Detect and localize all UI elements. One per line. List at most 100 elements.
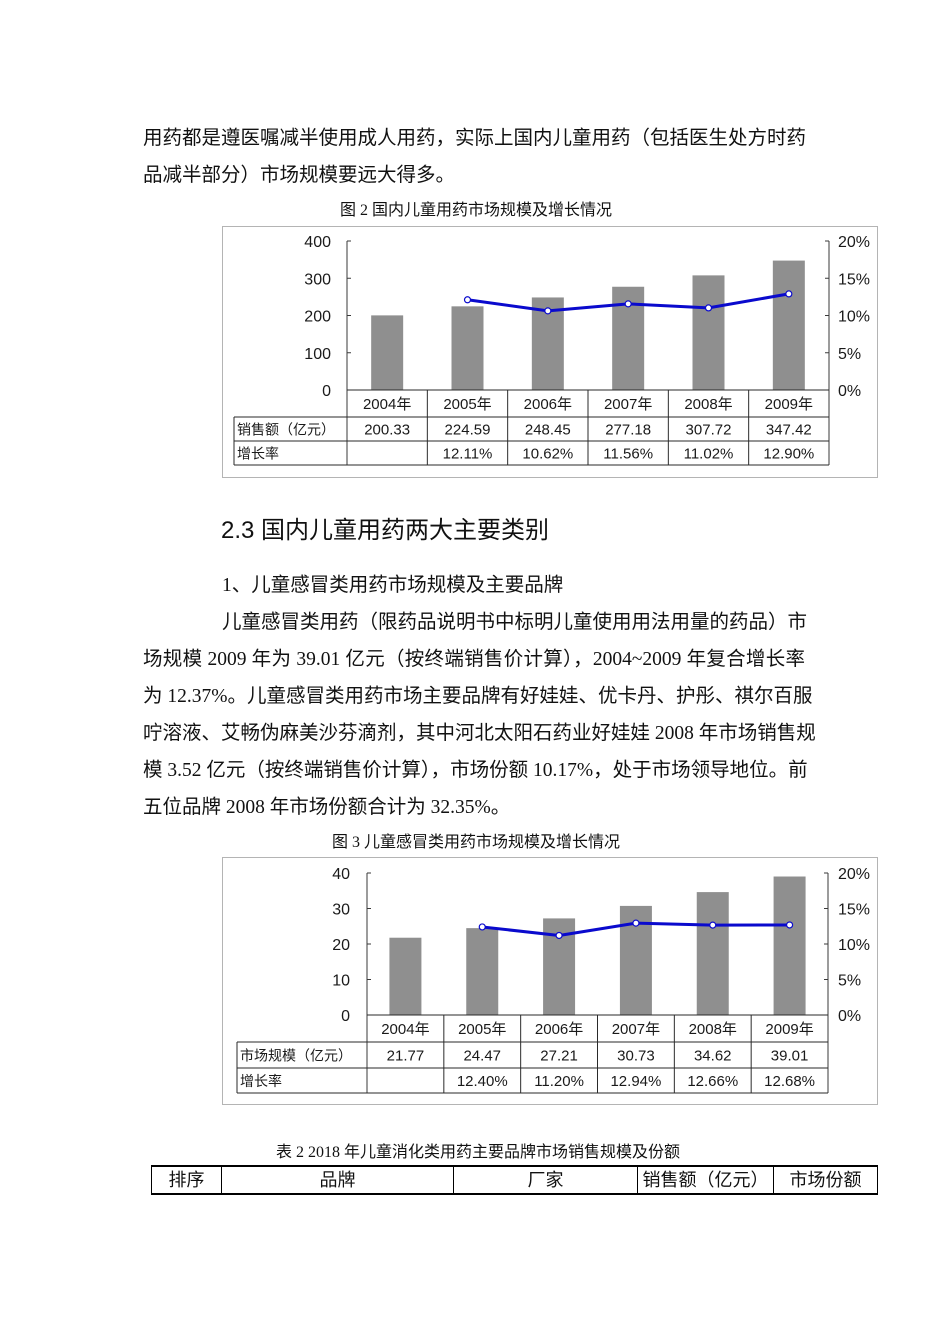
data-point-marker	[785, 921, 794, 929]
growth-rate-cell: 12.66%	[687, 1073, 738, 1090]
growth-rate-cell: 12.11%	[443, 446, 493, 463]
series-label-bar: 市场规模（亿元）	[240, 1048, 352, 1064]
figure-3-caption: 图 3 儿童感冒类用药市场规模及增长情况	[331, 834, 620, 851]
right-tick-label: 20%	[838, 234, 870, 251]
chart-plot-group: 400 20% 300 15% 200 10% 100 5% 0 0% 2004年 200.33 200…	[233, 234, 870, 466]
chart-canvas: 40 20% 30 15% 20 10% 10 5% 0 0% 2004年 21.77 2005年 24.…	[236, 866, 870, 1094]
left-tick-label: 20	[332, 937, 350, 954]
bar-value-cell: 21.77	[387, 1048, 425, 1065]
right-tick-label: 15%	[838, 271, 870, 288]
cold-medicine-chart: 40 20% 30 15% 20 10% 10 5% 0 0% 2004年 21.77 2005年 24.…	[222, 857, 878, 1105]
chart-plot-group: 40 20% 30 15% 20 10% 10 5% 0 0% 2004年 21.77 2005年 24.…	[236, 866, 870, 1094]
right-tick-label: 10%	[838, 937, 870, 954]
left-tick-label: 40	[332, 866, 350, 883]
left-tick-label: 300	[304, 271, 331, 288]
bar-value-cell: 24.47	[463, 1048, 501, 1065]
growth-rate-cell: 11.20%	[534, 1073, 584, 1090]
right-tick-label: 10%	[838, 309, 870, 326]
growth-rate-cell: 11.02%	[684, 446, 734, 463]
data-point-marker	[463, 296, 472, 304]
figure-2-caption: 图 2 国内儿童用药市场规模及增长情况	[339, 202, 612, 219]
growth-rate-cell: 12.68%	[764, 1073, 815, 1090]
market-size-chart: 400 20% 300 15% 200 10% 100 5% 0 0% 2004年 200.33 200…	[222, 226, 878, 478]
paragraph-line: 儿童感冒类用药（限药品说明书中标明儿童使用用法用量的药品）市	[222, 611, 808, 633]
right-tick-label: 15%	[838, 902, 870, 919]
paragraph-line: 为 12.37%。儿童感冒类用药市场主要品牌有好娃娃、优卡丹、护彤、祺尔百服	[143, 685, 813, 707]
bar-value-cell: 248.45	[525, 422, 571, 439]
series-label-line: 增长率	[237, 446, 279, 462]
bar	[696, 892, 729, 1015]
paragraph-line: 场规模 2009 年为 39.01 亿元（按终端销售价计算），2004~2009…	[143, 648, 805, 670]
right-tick-label: 20%	[838, 866, 870, 883]
growth-rate-cell: 12.90%	[763, 446, 814, 463]
growth-rate-cell: 12.94%	[610, 1073, 661, 1090]
category-label: 2009年	[765, 396, 813, 413]
series-label-bar: 销售额（亿元）	[237, 422, 335, 438]
bar-value-cell: 277.18	[605, 422, 651, 439]
paragraph-line: 用药都是遵医嘱减半使用成人用药，实际上国内儿童用药（包括医生处方时药	[143, 128, 807, 149]
bar-value-cell: 27.21	[540, 1048, 578, 1065]
right-tick-label: 0%	[838, 383, 861, 400]
category-label: 2007年	[604, 396, 652, 413]
growth-rate-cell: 10.62%	[522, 446, 573, 463]
category-label: 2004年	[363, 396, 411, 413]
paragraph-line: 模 3.52 亿元（按终端销售价计算），市场份额 10.17%，处于市场领导地位…	[143, 759, 808, 781]
data-point-marker	[632, 919, 640, 927]
series-label-line: 增长率	[240, 1073, 282, 1089]
bar-value-cell: 307.72	[686, 422, 732, 439]
bar	[773, 876, 806, 1015]
header-rank: 排序	[151, 1165, 222, 1195]
category-label: 2005年	[458, 1021, 506, 1038]
bar-value-cell: 39.01	[771, 1048, 809, 1065]
data-point-marker	[544, 307, 552, 315]
bar	[772, 260, 805, 390]
bar	[389, 937, 422, 1015]
bar	[371, 315, 404, 390]
left-tick-label: 400	[304, 234, 331, 251]
left-tick-label: 0	[322, 383, 331, 400]
bar	[692, 275, 725, 390]
left-tick-label: 30	[332, 902, 350, 919]
bar-value-cell: 224.59	[445, 422, 491, 439]
data-point-marker	[704, 304, 713, 312]
paragraph-line: 咛溶液、艾畅伪麻美沙芬滴剂，其中河北太阳石药业好娃娃 2008 年市场销售规	[143, 722, 816, 744]
right-tick-label: 5%	[838, 346, 861, 363]
brand-sales-table: 排序 品牌 厂家 销售额（亿元） 市场份额	[151, 1165, 878, 1195]
data-point-marker	[785, 290, 793, 298]
header-manufacturer: 厂家	[453, 1165, 638, 1195]
right-tick-label: 5%	[838, 973, 861, 990]
category-label: 2006年	[524, 396, 572, 413]
bar	[451, 306, 484, 390]
category-label: 2009年	[765, 1021, 813, 1038]
category-label: 2008年	[689, 1021, 737, 1038]
subheading: 1、儿童感冒类用药市场规模及主要品牌	[222, 574, 564, 596]
bar-value-cell: 30.73	[617, 1048, 655, 1065]
paragraph-line: 五位品牌 2008 年市场份额合计为 32.35%。	[143, 796, 511, 818]
header-market-share: 市场份额	[773, 1165, 878, 1195]
left-tick-label: 10	[332, 973, 350, 990]
right-tick-label: 0%	[838, 1008, 861, 1025]
growth-rate-cell: 11.56%	[603, 446, 653, 463]
bar-value-cell: 200.33	[364, 422, 410, 439]
header-sales: 销售额（亿元）	[637, 1165, 774, 1195]
bar-value-cell: 34.62	[694, 1048, 732, 1065]
left-tick-label: 0	[341, 1008, 350, 1025]
category-label: 2008年	[684, 396, 732, 413]
left-tick-label: 100	[304, 346, 331, 363]
data-point-marker	[555, 931, 563, 940]
table-2-caption: 表 2 2018 年儿童消化类用药主要品牌市场销售规模及份额	[276, 1144, 681, 1161]
table-header-row: 排序 品牌 厂家 销售额（亿元） 市场份额	[151, 1165, 878, 1195]
growth-rate-cell: 12.40%	[457, 1073, 508, 1090]
data-point-marker	[624, 300, 632, 308]
bar-value-cell: 347.42	[766, 422, 812, 439]
chart-canvas: 400 20% 300 15% 200 10% 100 5% 0 0% 2004年 200.33 200…	[233, 234, 870, 466]
section-heading: 2.3 国内儿童用药两大主要类别	[221, 517, 550, 544]
left-tick-label: 200	[304, 309, 331, 326]
category-label: 2007年	[612, 1021, 660, 1038]
category-label: 2006年	[535, 1021, 583, 1038]
header-brand: 品牌	[221, 1165, 454, 1195]
bar	[466, 928, 499, 1015]
data-point-marker	[709, 921, 717, 929]
paragraph-line: 品减半部分）市场规模要远大得多。	[143, 165, 456, 186]
